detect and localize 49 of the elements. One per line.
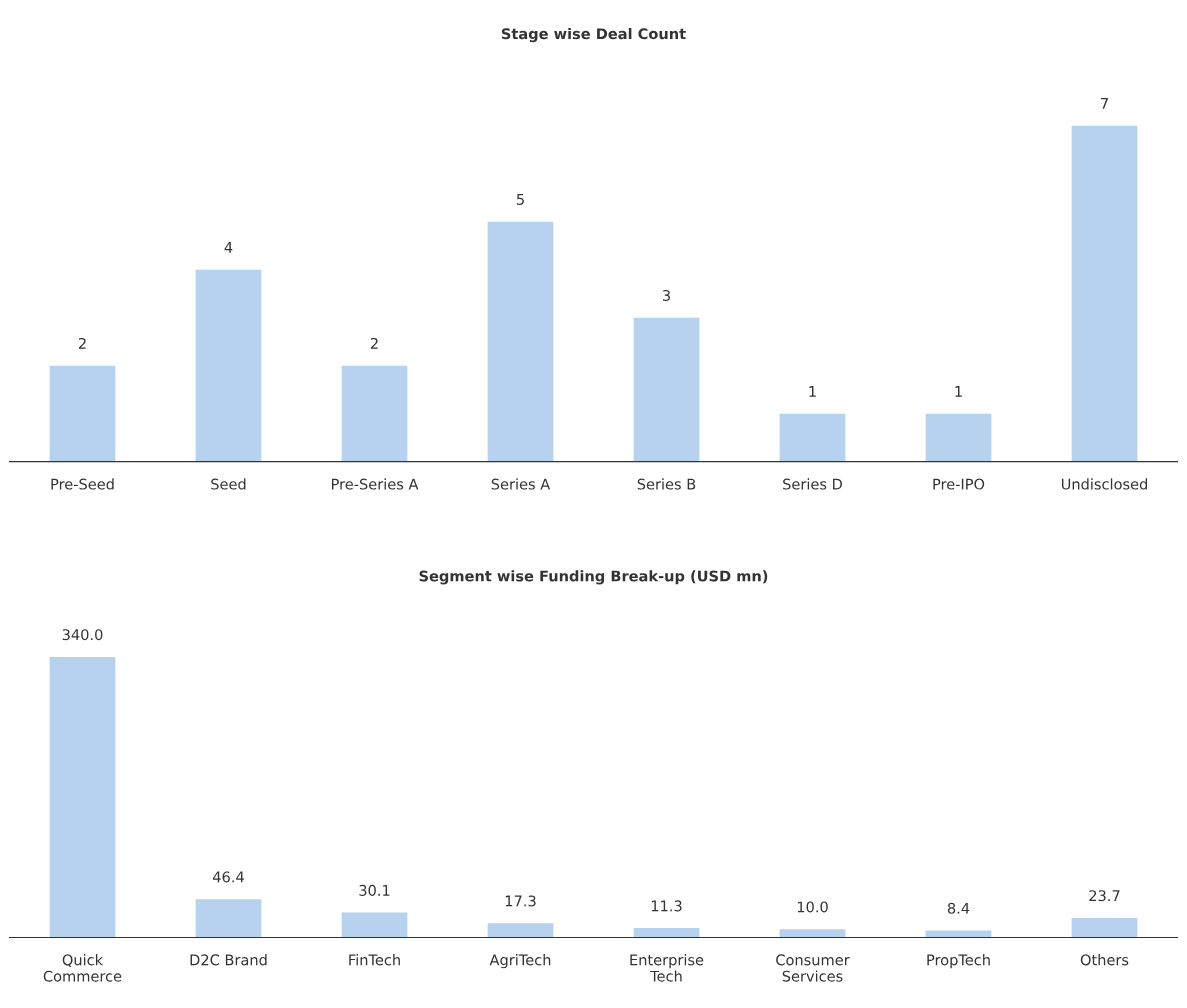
x-tick-label: Series D (783, 478, 842, 490)
bar (341, 912, 408, 938)
bar (1071, 125, 1138, 462)
bar (633, 928, 700, 938)
data-label: 30.1 (359, 884, 390, 896)
data-label: 11.3 (651, 900, 682, 912)
x-tick-label: AgriTech (489, 954, 551, 969)
bar (633, 317, 700, 462)
x-tick-label: FinTech (349, 954, 400, 966)
bar (779, 413, 846, 462)
x-tick-label: D2C Brand (190, 954, 267, 966)
bar (487, 221, 554, 462)
data-label: 3 (662, 289, 670, 301)
x-tick-label: Pre-IPO (933, 478, 985, 490)
bar (195, 899, 262, 938)
bar (341, 365, 408, 462)
bar (49, 365, 116, 462)
x-tick-label: Quick Commerce (43, 954, 122, 982)
x-tick-label: Pre-Seed (51, 478, 114, 490)
bar (49, 656, 116, 938)
x-tick-label: Series A (491, 478, 551, 490)
x-tick-label: Consumer Services (776, 954, 850, 982)
bar (925, 413, 992, 462)
bar (195, 269, 262, 462)
bar (779, 929, 846, 938)
data-label: 2 (78, 337, 86, 349)
data-label: 4 (224, 242, 233, 253)
x-tick-label: Pre-Series A (331, 478, 419, 490)
x-tick-label: Series B (637, 478, 696, 490)
x-tick-label: PropTech (927, 954, 990, 969)
x-tick-label: Seed (211, 478, 246, 490)
data-label: 5 (516, 194, 524, 205)
chart-title: Stage wise Deal Count (501, 27, 686, 43)
x-tick-label: Others (1080, 954, 1129, 966)
chart-title: Segment wise Funding Break-up (USD mn) (419, 570, 768, 585)
bar (487, 923, 554, 938)
data-label: 46.4 (212, 871, 244, 883)
data-label: 17.3 (505, 895, 536, 907)
data-label: 1 (955, 386, 962, 397)
data-label: 1 (809, 386, 816, 397)
data-label: 8.4 (947, 902, 970, 914)
data-label: 2 (370, 337, 378, 349)
data-label: 7 (1101, 98, 1108, 109)
x-tick-label: Undisclosed (1061, 478, 1147, 490)
data-label: 340.0 (62, 629, 103, 641)
data-label: 23.7 (1089, 890, 1120, 902)
x-tick-label: Enterprise Tech (630, 954, 704, 982)
data-label: 10.0 (797, 901, 828, 913)
bar (1071, 917, 1138, 938)
